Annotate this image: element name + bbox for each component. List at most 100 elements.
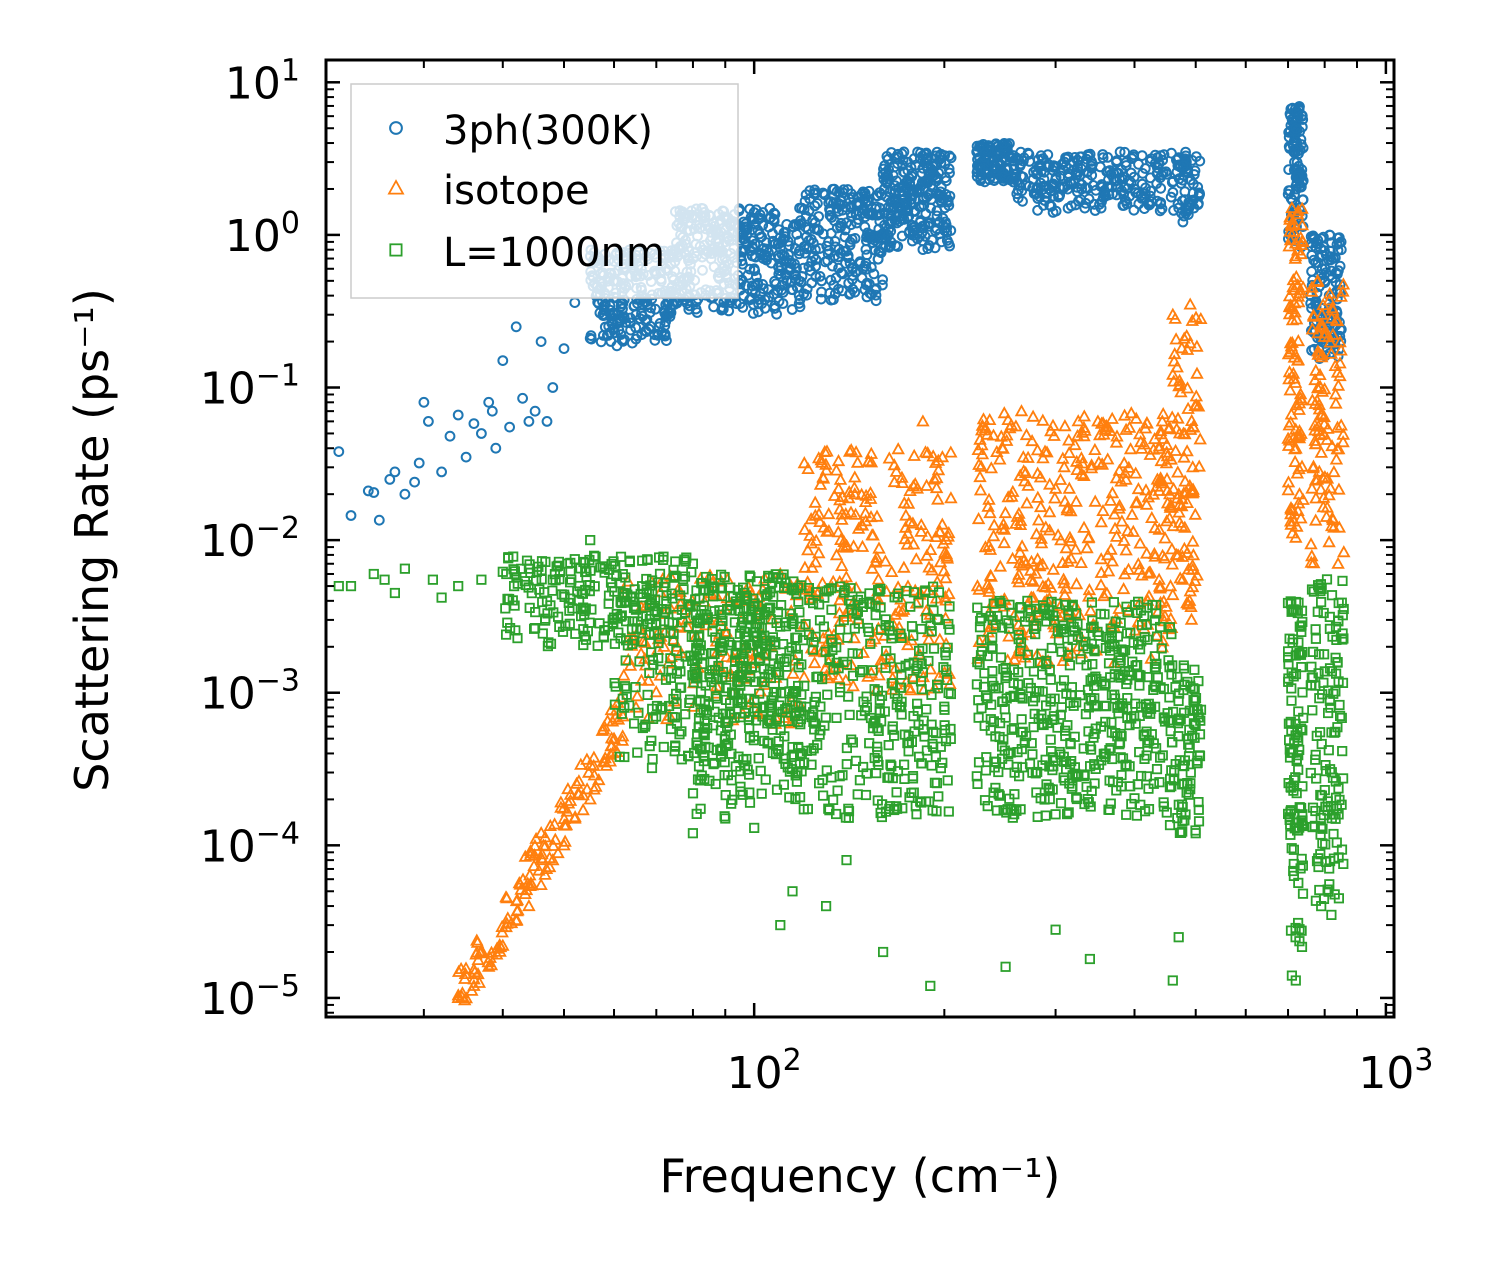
square-point xyxy=(1022,649,1033,660)
triangle-point xyxy=(931,492,945,505)
circle-point xyxy=(1017,195,1028,207)
triangle-point xyxy=(940,551,955,564)
square-point xyxy=(1052,625,1063,637)
square-point xyxy=(1085,675,1096,686)
square-point xyxy=(924,796,935,807)
square-point xyxy=(826,604,837,615)
triangle-point xyxy=(1062,433,1076,446)
triangle-point xyxy=(580,752,594,765)
triangle-point xyxy=(472,975,487,988)
triangle-point xyxy=(1105,554,1120,567)
triangle-point xyxy=(1323,286,1337,299)
square-point xyxy=(633,707,644,718)
square-point xyxy=(646,598,657,609)
triangle-point xyxy=(596,722,611,735)
square-point xyxy=(926,626,937,637)
square-point xyxy=(775,920,786,931)
triangle-point xyxy=(1283,514,1298,527)
triangle-point xyxy=(1308,436,1323,450)
triangle-point xyxy=(884,564,899,577)
square-point xyxy=(565,577,576,588)
square-point xyxy=(1165,726,1176,737)
circle-point xyxy=(914,216,926,228)
triangle-point xyxy=(1058,419,1072,432)
triangle-point xyxy=(1314,320,1329,333)
circle-point xyxy=(826,212,837,223)
square-point xyxy=(875,583,886,595)
series-isotope xyxy=(451,200,1351,1006)
triangle-point xyxy=(1116,582,1131,595)
triangle-point xyxy=(1017,474,1032,487)
square-point xyxy=(582,626,594,637)
square-point xyxy=(1315,586,1326,597)
circle-point xyxy=(889,215,901,226)
square-point xyxy=(725,729,736,740)
square-point xyxy=(677,617,688,628)
square-point xyxy=(683,750,694,761)
circle-point xyxy=(905,197,917,209)
circle-point xyxy=(745,292,757,304)
square-point xyxy=(770,749,782,760)
square-point xyxy=(989,756,1000,767)
square-point xyxy=(926,689,937,700)
circle-point xyxy=(1156,203,1168,215)
square-point xyxy=(710,632,721,643)
square-point xyxy=(1045,734,1056,745)
square-point xyxy=(876,624,887,635)
circle-point xyxy=(708,301,719,313)
square-point xyxy=(698,600,709,611)
square-point xyxy=(577,588,589,599)
triangle-point xyxy=(1190,366,1204,379)
square-point xyxy=(715,620,726,632)
square-point xyxy=(844,709,855,721)
triangle-point xyxy=(1180,545,1195,558)
triangle-point xyxy=(1305,481,1319,494)
circle-point xyxy=(870,289,882,301)
square-point xyxy=(782,702,793,714)
square-point xyxy=(932,613,943,625)
circle-point xyxy=(1139,192,1151,204)
square-point xyxy=(812,671,824,682)
circle-point xyxy=(1020,180,1032,191)
circle-point xyxy=(924,217,936,229)
triangle-point xyxy=(615,729,630,742)
triangle-point xyxy=(922,632,936,645)
triangle-point xyxy=(827,488,842,501)
square-point xyxy=(665,653,676,664)
circle-point xyxy=(1064,176,1076,188)
square-point xyxy=(691,645,702,656)
circle-point xyxy=(791,228,803,240)
triangle-point xyxy=(1115,514,1129,527)
triangle-point xyxy=(1180,495,1195,509)
square-point xyxy=(1015,689,1026,700)
square-point xyxy=(629,718,640,729)
square-point xyxy=(971,679,983,690)
square-point xyxy=(729,665,740,676)
triangle-point xyxy=(1148,521,1162,534)
square-point xyxy=(615,633,626,644)
triangle-point xyxy=(1094,577,1108,591)
square-point xyxy=(793,680,804,692)
triangle-point xyxy=(1305,549,1319,562)
square-point xyxy=(1032,811,1043,823)
square-point xyxy=(931,806,942,817)
triangle-point xyxy=(1081,531,1096,544)
square-point xyxy=(793,716,804,728)
square-point xyxy=(1001,615,1012,626)
square-point xyxy=(982,801,993,812)
circle-point xyxy=(805,265,816,277)
triangle-point xyxy=(1292,462,1306,475)
triangle-point xyxy=(804,536,819,549)
triangle-point xyxy=(1323,335,1337,348)
triangle-point xyxy=(841,491,856,504)
square-point xyxy=(1330,686,1341,697)
square-point xyxy=(674,729,685,740)
triangle-point xyxy=(538,830,552,843)
triangle-point xyxy=(1155,548,1170,561)
square-point xyxy=(1185,767,1196,778)
square-point xyxy=(806,759,817,770)
circle-point xyxy=(1100,190,1111,202)
triangle-point xyxy=(509,894,524,907)
square-point xyxy=(786,751,797,763)
triangle-point xyxy=(833,472,848,485)
